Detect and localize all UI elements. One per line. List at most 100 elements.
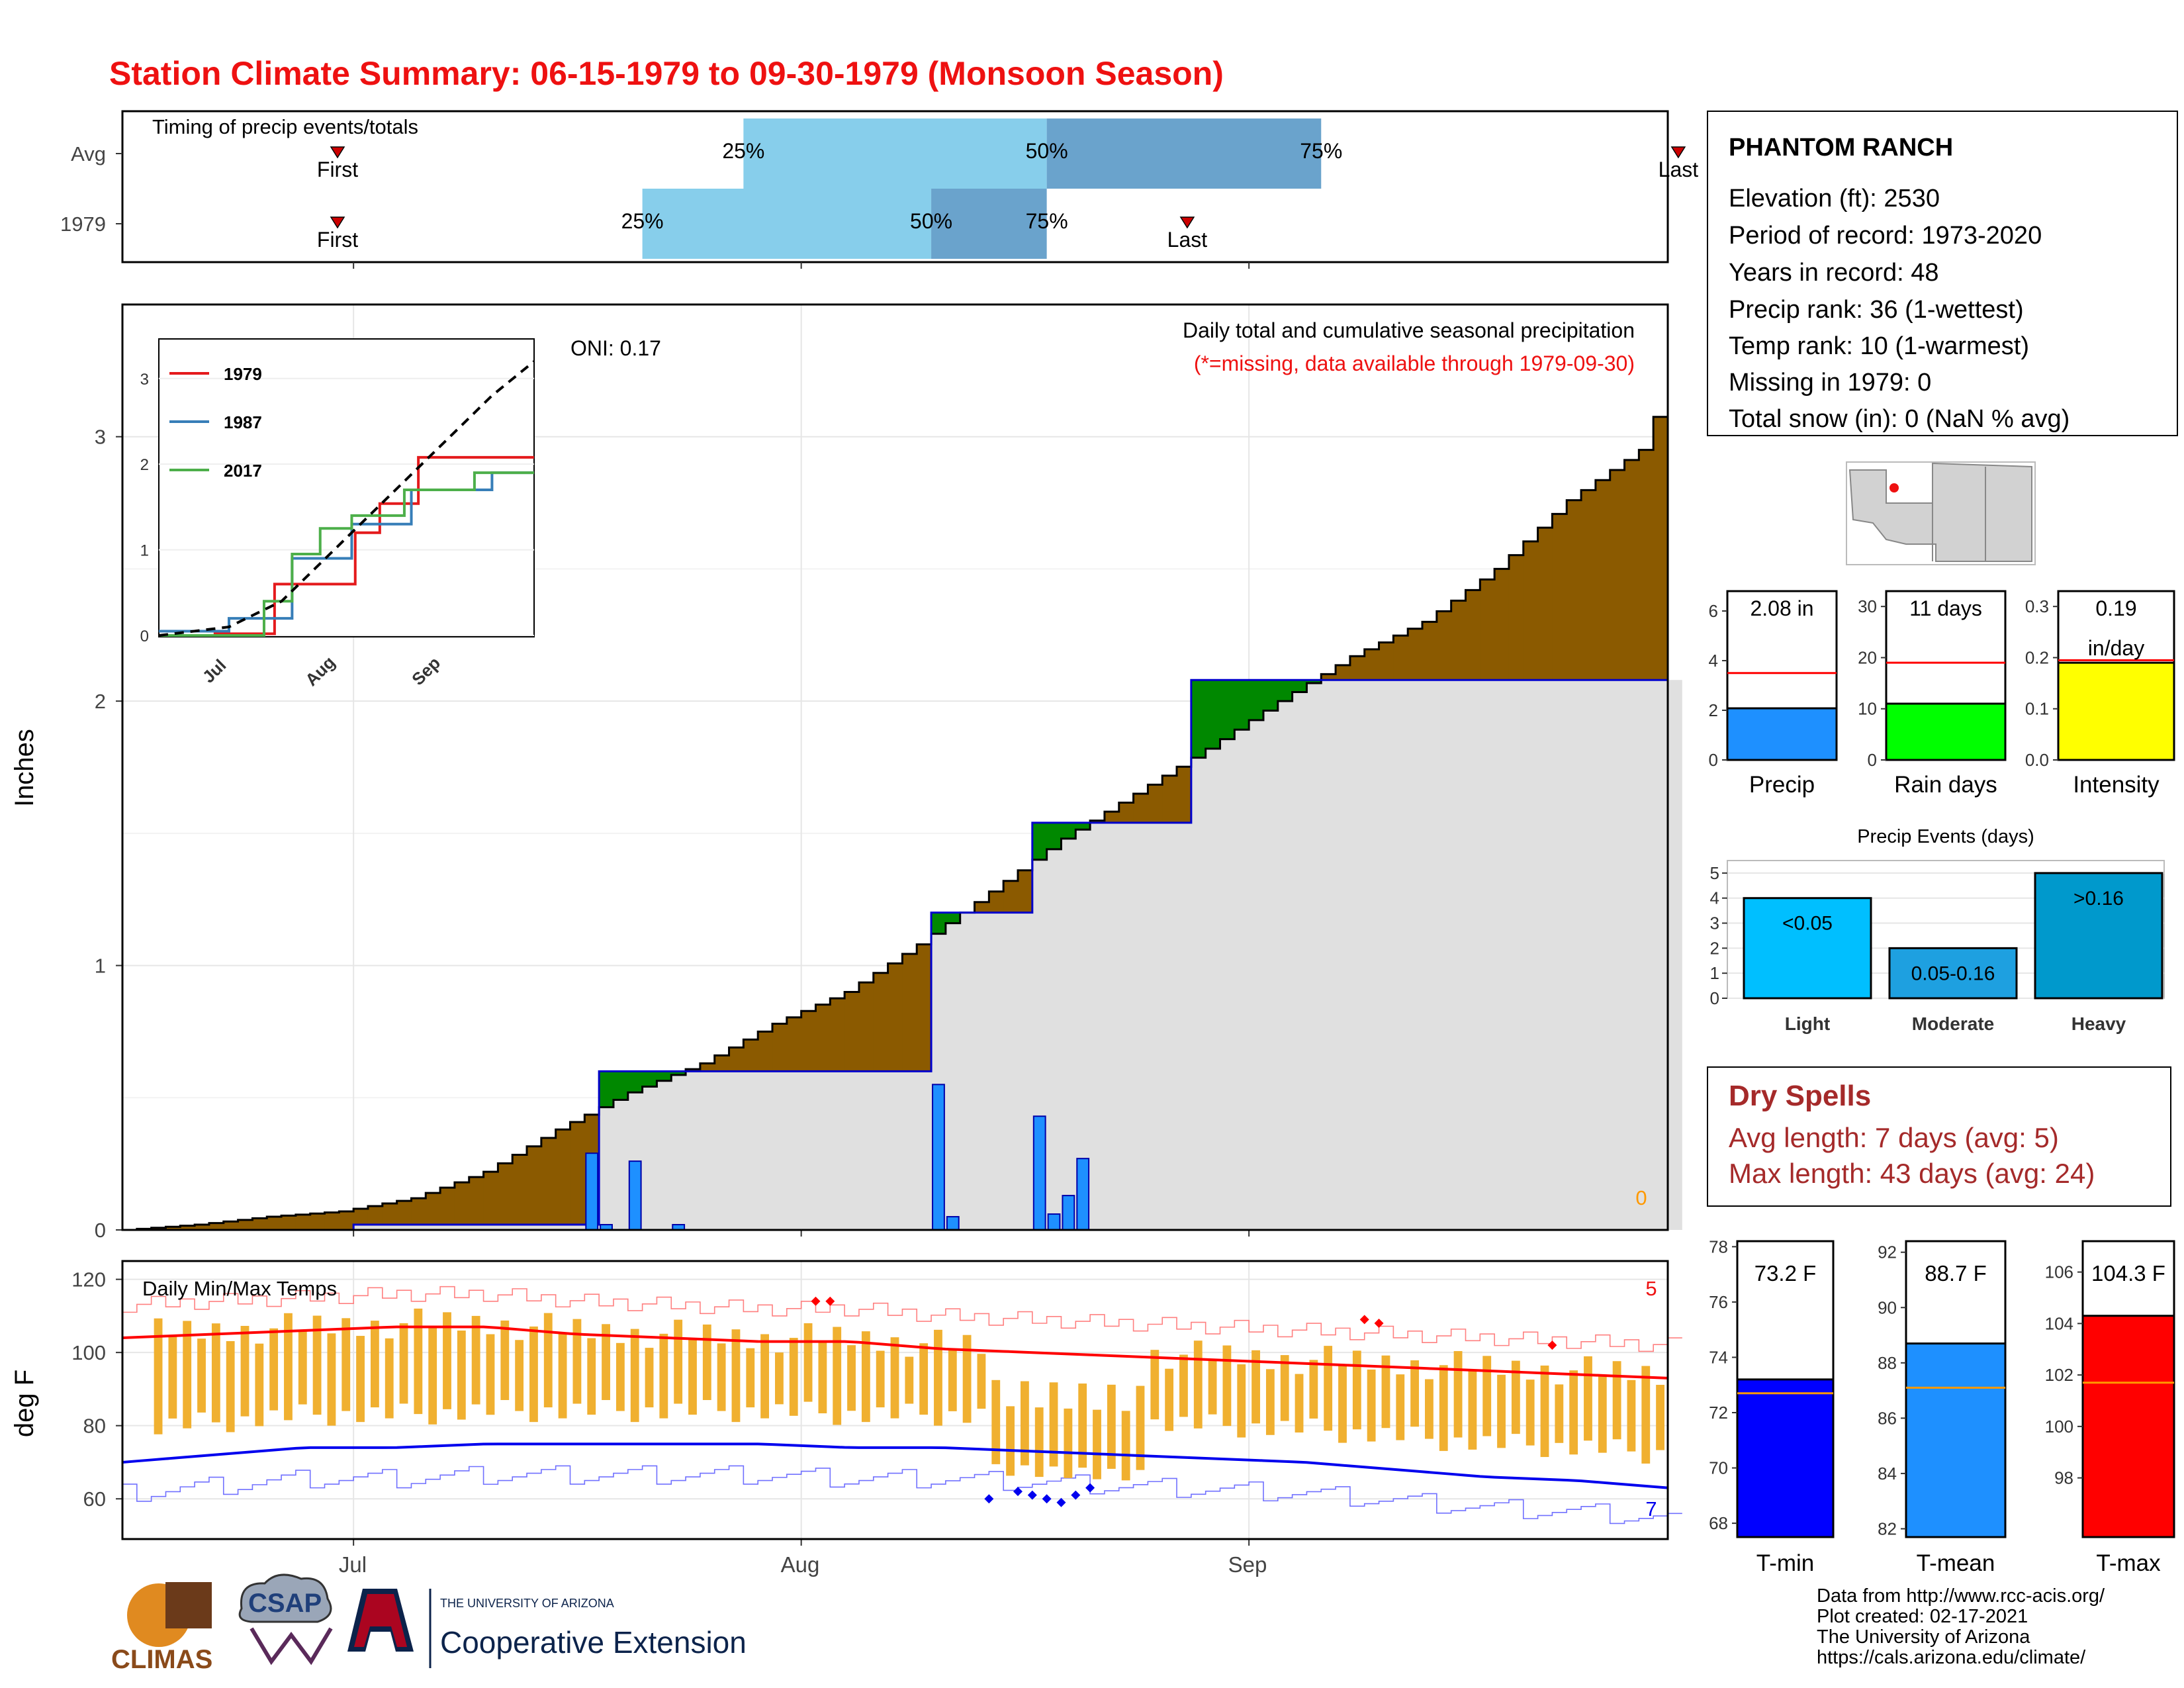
temp-summary-y-tick-label: 70 bbox=[1709, 1458, 1728, 1478]
daily-temp-bar bbox=[298, 1331, 307, 1405]
climas-logo: CLIMAS bbox=[111, 1582, 212, 1674]
daily-precip-bar bbox=[1076, 1158, 1090, 1231]
timing-bar-25-50 bbox=[642, 189, 932, 259]
daily-temp-bar bbox=[746, 1348, 755, 1408]
timing-avg-last-label: Last bbox=[1659, 158, 1699, 181]
deficit-area-segment bbox=[1537, 528, 1553, 680]
daily-temp-bar bbox=[154, 1318, 163, 1434]
record-high-marker bbox=[811, 1296, 821, 1306]
daily-temp-bar bbox=[789, 1338, 798, 1416]
surplus-area-segment bbox=[1306, 680, 1322, 683]
deficit-area-segment bbox=[1508, 555, 1524, 680]
daily-temp-bar bbox=[1338, 1364, 1347, 1443]
inset-y-tick-label: 0 bbox=[140, 628, 149, 645]
deficit-area-segment bbox=[729, 1047, 744, 1072]
ua-logo-block-a bbox=[354, 1594, 407, 1647]
deficit-area-segment bbox=[1104, 812, 1120, 823]
events-category-label: Light bbox=[1785, 1013, 1830, 1034]
surplus-area-segment bbox=[613, 1071, 629, 1100]
deficit-area-segment bbox=[1581, 490, 1596, 680]
daily-temp-bar bbox=[630, 1329, 639, 1423]
deficit-area-segment bbox=[195, 1225, 210, 1230]
ua-logo-main-text: Cooperative Extension bbox=[440, 1625, 747, 1660]
daily-temp-bar bbox=[1381, 1355, 1390, 1429]
daily-temp-bar bbox=[1584, 1356, 1592, 1441]
daily-precip-bar bbox=[946, 1216, 960, 1231]
deficit-area-segment bbox=[772, 1023, 788, 1072]
temp-chart-frame bbox=[121, 1260, 1669, 1540]
deficit-area-segment bbox=[1349, 656, 1365, 680]
deficit-area-segment bbox=[714, 1055, 730, 1072]
timing-1979-last-label: Last bbox=[1167, 228, 1208, 252]
surplus-area-segment bbox=[1277, 680, 1293, 702]
csap-logo-mountains bbox=[250, 1627, 333, 1665]
deficit-area-segment bbox=[1552, 514, 1567, 680]
deficit-area-segment bbox=[1567, 500, 1582, 680]
deficit-area-segment bbox=[295, 1214, 311, 1230]
deficit-area-segment bbox=[1465, 590, 1480, 680]
inset-legend-label-1979: 1979 bbox=[224, 364, 262, 384]
daily-temp-bar bbox=[414, 1308, 423, 1415]
record-low-marker bbox=[1071, 1490, 1081, 1500]
deficit-area-segment bbox=[830, 998, 845, 1072]
inset-legend: 1979 1987 2017 bbox=[169, 364, 262, 481]
daily-temp-bar bbox=[471, 1315, 480, 1405]
deficit-area-segment bbox=[1336, 665, 1351, 680]
deficit-area-segment bbox=[1480, 579, 1495, 680]
daily-temp-bar bbox=[991, 1380, 1001, 1464]
inset-line-2017 bbox=[159, 471, 534, 637]
deficit-area-segment bbox=[454, 1182, 470, 1225]
temp-summary-y-tick-label: 90 bbox=[1878, 1297, 1897, 1317]
daily-temp-bar bbox=[284, 1313, 293, 1421]
mini-bar-y-tick-label: 6 bbox=[1709, 601, 1718, 621]
timing-avg-first-label: First bbox=[317, 158, 358, 181]
deficit-area-segment bbox=[353, 1209, 369, 1225]
mini-bar-label: Rain days bbox=[1894, 772, 1997, 798]
daily-temp-bar bbox=[1612, 1361, 1621, 1440]
inset-line-1987 bbox=[159, 471, 534, 633]
daily-temp-bar bbox=[1034, 1407, 1044, 1477]
daily-precip-bar bbox=[1062, 1195, 1075, 1231]
daily-temp-bar bbox=[977, 1354, 986, 1409]
dry-spells-panel bbox=[1707, 1066, 2171, 1207]
deficit-area-segment bbox=[367, 1206, 383, 1225]
inset-chart-frame bbox=[158, 338, 535, 637]
station-info-line: Elevation (ft): 2530 bbox=[1729, 185, 1940, 212]
temp-summary-y-tick-label: 72 bbox=[1709, 1403, 1728, 1423]
inset-legend-label-1987: 1987 bbox=[224, 412, 262, 432]
record-high-line bbox=[122, 1286, 1682, 1352]
deficit-area-segment bbox=[541, 1137, 557, 1225]
timing-bar-50-75 bbox=[1046, 118, 1322, 189]
daily-temp-bar bbox=[529, 1326, 538, 1423]
timing-avg-p75-label: 75% bbox=[1300, 139, 1342, 163]
daily-temp-bar bbox=[587, 1338, 596, 1415]
ua-logo: THE UNIVERSITY OF ARIZONA Cooperative Ex… bbox=[347, 1589, 747, 1668]
daily-precip-bar bbox=[628, 1160, 642, 1231]
deficit-area-segment bbox=[440, 1188, 455, 1225]
events-bar bbox=[1888, 947, 2018, 1000]
mini-bar-value-label-2: in/day bbox=[2088, 636, 2144, 660]
daily-temp-bar bbox=[876, 1350, 885, 1408]
daily-temp-bar bbox=[240, 1325, 250, 1417]
daily-temp-bar bbox=[1006, 1406, 1015, 1476]
daily-temp-bar bbox=[1410, 1360, 1420, 1427]
daily-temp-bar bbox=[847, 1345, 856, 1411]
mini-bar-label: Precip bbox=[1749, 772, 1815, 798]
record-high-marker bbox=[825, 1296, 835, 1306]
deficit-area-segment bbox=[223, 1221, 239, 1230]
deficit-area-segment bbox=[570, 1122, 585, 1225]
credit-line: https://cals.arizona.edu/climate/ bbox=[1817, 1647, 2086, 1668]
daily-temp-bar bbox=[919, 1343, 929, 1415]
main-y-tick-label: 2 bbox=[95, 690, 106, 713]
daily-temp-bar bbox=[833, 1327, 842, 1425]
daily-temp-bar bbox=[1641, 1366, 1651, 1464]
deficit-area-segment bbox=[858, 982, 874, 1072]
deficit-area-segment bbox=[1003, 880, 1019, 913]
record-low-marker bbox=[1056, 1497, 1066, 1507]
deficit-area-segment bbox=[1422, 622, 1437, 680]
timing-marker bbox=[1179, 216, 1195, 229]
mini-bar-y-tick-label: 0 bbox=[1709, 750, 1718, 770]
dry-spells-avg: Avg length: 7 days (avg: 5) bbox=[1729, 1122, 2059, 1153]
inset-y-tick-label: 3 bbox=[140, 371, 149, 389]
temp-summary-y-tick-label: 84 bbox=[1878, 1464, 1897, 1483]
